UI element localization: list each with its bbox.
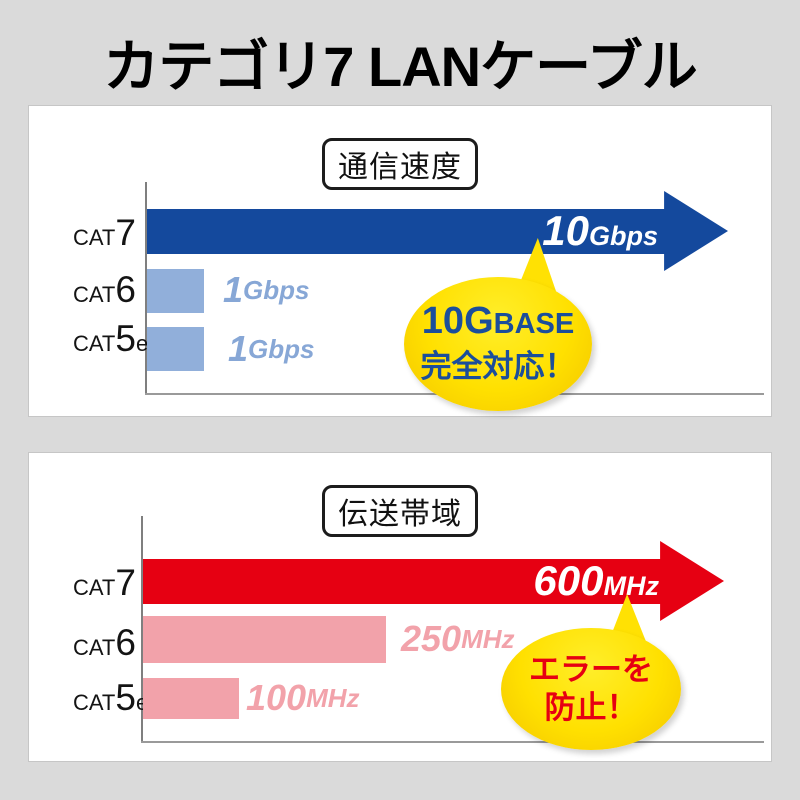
cat5e-speed-bar (147, 327, 204, 371)
speed-y-axis (145, 182, 147, 395)
cat7-speed-arrow: 10Gbps (147, 191, 728, 271)
page-title: カテゴリ7 LANケーブル (103, 35, 697, 98)
bandwidth-chart-title-badge: 伝送帯域 (322, 485, 478, 537)
cat5e-bandwidth-value: 100 MHz (246, 677, 360, 718)
bandwidth-callout-line1: エラーを (529, 652, 653, 687)
speed-chart-title: 通信速度 (338, 151, 462, 184)
speed-callout-line1: 10GBASE (421, 300, 575, 342)
cat7-bandwidth-value: 600MHz (533, 557, 659, 604)
bandwidth-chart-title: 伝送帯域 (338, 498, 462, 531)
cat5e-bandwidth-bar (143, 678, 239, 719)
speed-callout-line2: 完全対応！ (420, 349, 576, 384)
cat7-bandwidth-arrow: 600MHz (143, 541, 724, 621)
bandwidth-x-axis (141, 741, 764, 743)
speed-chart-title-badge: 通信速度 (322, 138, 478, 190)
bandwidth-callout-bubble: エラーを 防止！ (501, 628, 681, 750)
cat6-bandwidth-value: 250 MHz (401, 618, 515, 659)
cat6-speed-value: 1 Gbps (223, 269, 310, 310)
cat6-bandwidth-bar (143, 616, 386, 663)
bandwidth-y-axis (141, 516, 143, 743)
row-label-cat7: CAT 7 (73, 562, 136, 603)
cat7-speed-value: 10Gbps (542, 207, 658, 254)
bandwidth-callout-line2: 防止！ (544, 690, 638, 725)
row-label-cat6: CAT 6 (73, 269, 136, 310)
row-label-cat7: CAT 7 (73, 212, 136, 253)
cat5e-speed-value: 1 Gbps (228, 328, 315, 369)
cat6-speed-bar (147, 269, 204, 313)
row-label-cat6: CAT 6 (73, 622, 136, 663)
speed-callout-bubble: 10GBASE 完全対応！ (404, 277, 592, 411)
speed-chart-panel: 通信速度 CAT 7 CAT 6 CAT 5 e 10Gbps 1 Gbps 1 Gbps … (28, 105, 772, 417)
